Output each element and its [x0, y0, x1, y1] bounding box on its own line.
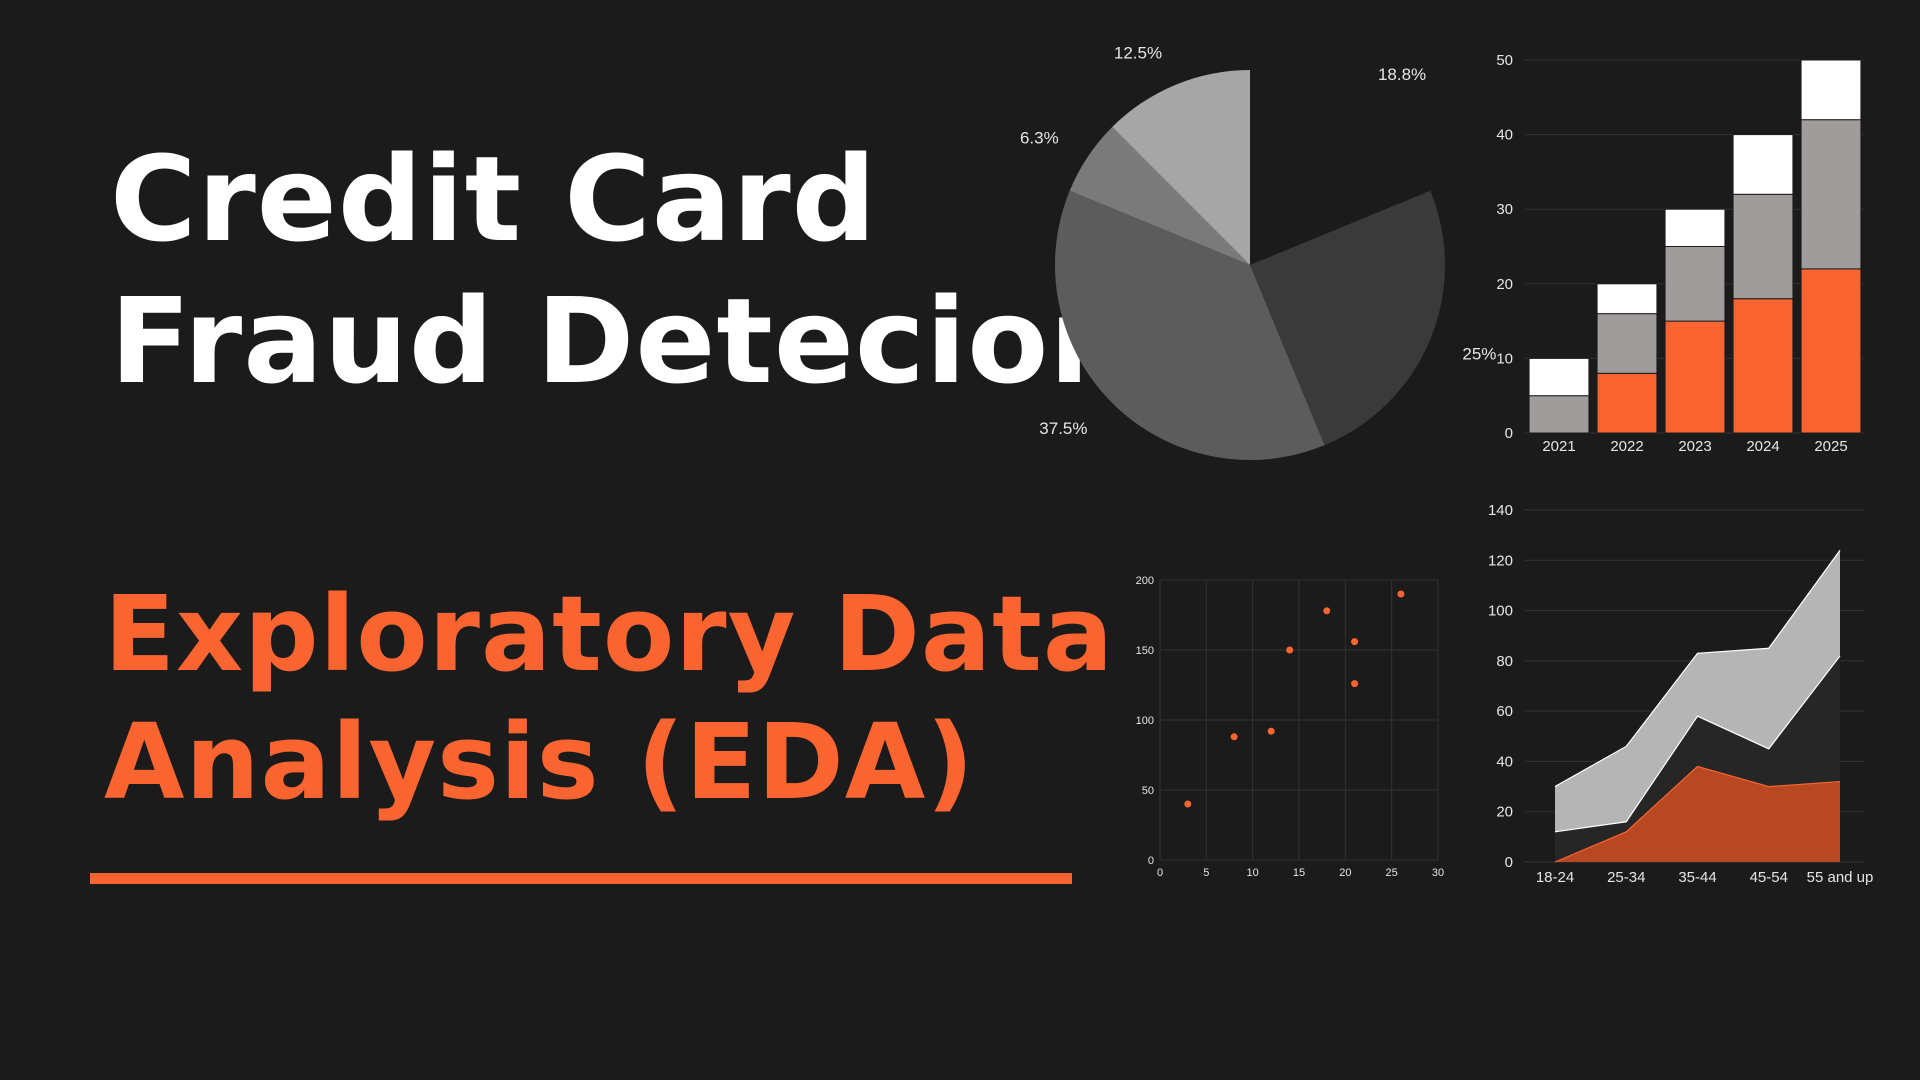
scatter-x-tick-label: 10 — [1247, 867, 1259, 879]
area-series-line — [1554, 655, 1841, 833]
scatter-point — [1230, 733, 1238, 741]
scatter-x-tick-label: 5 — [1203, 867, 1209, 879]
bar-x-tick-label: 2024 — [1746, 438, 1779, 455]
scatter-x-tick-label: 25 — [1386, 867, 1398, 879]
main-title: Credit Card Fraud Detecion — [110, 128, 1134, 412]
bar-y-tick-label: 20 — [1496, 276, 1513, 293]
bar-segment — [1596, 313, 1658, 374]
bar-y-tick-label: 30 — [1496, 201, 1513, 218]
bar-y-tick-label: 50 — [1496, 52, 1513, 69]
title-line-1: Credit Card — [110, 130, 878, 268]
scatter-point — [1267, 727, 1275, 735]
area-y-tick-label: 20 — [1496, 804, 1513, 821]
scatter-point — [1397, 590, 1405, 598]
pie-slice — [1069, 127, 1250, 265]
subtitle-line-1: Exploratory Data — [104, 573, 1114, 695]
bar-y-tick-label: 40 — [1496, 127, 1513, 144]
area-chart: 0 20 40 60 80 100 120 140 18-24 25-34 35-44 45-54 55… — [1488, 502, 1874, 886]
bar-segment — [1732, 193, 1794, 300]
bar-segment — [1664, 320, 1726, 434]
scatter-x-tick-label: 30 — [1432, 867, 1444, 879]
scatter-point — [1351, 638, 1359, 646]
area-y-tick-label: 100 — [1488, 603, 1513, 620]
scatter-chart: 0 50 100 150 200 0 5 10 15 20 25 30 — [1136, 575, 1444, 879]
area-y-tick-label: 40 — [1496, 753, 1513, 770]
pie-slice-label: 6.3% — [1020, 128, 1059, 147]
area-y-tick-label: 80 — [1496, 653, 1513, 670]
area-x-tick-label: 18-24 — [1536, 869, 1574, 886]
bar-y-tick-label: 0 — [1505, 425, 1513, 442]
scatter-point — [1323, 607, 1331, 615]
bar-segment — [1528, 395, 1590, 434]
scatter-y-tick-label: 150 — [1136, 645, 1154, 657]
bar-segment — [1596, 372, 1658, 434]
scatter-x-tick-label: 15 — [1293, 867, 1305, 879]
scatter-y-tick-label: 50 — [1142, 785, 1154, 797]
area-y-tick-label: 120 — [1488, 552, 1513, 569]
scatter-point — [1351, 680, 1359, 688]
accent-underline — [90, 873, 1072, 884]
pie-chart: 18.8% 25% 37.5% 6.3% 12.5% — [1020, 43, 1496, 461]
pie-slice-label: 12.5% — [1114, 43, 1162, 62]
subtitle: Exploratory Data Analysis (EDA) — [104, 570, 1114, 826]
scatter-x-tick-label: 0 — [1157, 867, 1163, 879]
bar-x-tick-label: 2025 — [1814, 438, 1847, 455]
pie-slice — [1055, 190, 1325, 461]
area-series-fill — [1555, 766, 1840, 862]
bar-segment — [1664, 246, 1726, 322]
area-x-tick-label: 35-44 — [1678, 869, 1716, 886]
scatter-y-tick-label: 200 — [1136, 575, 1154, 587]
pie-slice-label: 37.5% — [1039, 419, 1087, 438]
pie-slice-label: 18.8% — [1378, 65, 1426, 84]
pie-slice — [1250, 70, 1431, 265]
bar-segment — [1528, 357, 1590, 397]
bar-y-tick-label: 10 — [1496, 350, 1513, 367]
area-y-tick-label: 60 — [1496, 703, 1513, 720]
title-line-2: Fraud Detecion — [110, 272, 1135, 410]
bar-segment — [1732, 134, 1794, 195]
pie-slice — [1112, 70, 1250, 265]
stacked-bar-chart: 0 10 20 30 40 50 2021 2022 2023 2024 2025 — [1496, 52, 1865, 455]
subtitle-line-2: Analysis (EDA) — [104, 701, 975, 823]
bar-segment — [1732, 298, 1794, 434]
area-y-tick-label: 0 — [1505, 854, 1513, 871]
pie-slice-label: 25% — [1462, 344, 1496, 363]
bar-segment — [1800, 119, 1862, 270]
bar-x-tick-label: 2021 — [1542, 438, 1575, 455]
bar-x-tick-label: 2023 — [1678, 438, 1711, 455]
area-series-line — [1554, 765, 1841, 863]
area-y-tick-label: 140 — [1488, 502, 1513, 519]
area-x-tick-label: 55 and up — [1807, 869, 1874, 886]
bar-x-tick-label: 2022 — [1610, 438, 1643, 455]
bar-segment — [1800, 268, 1862, 434]
area-x-tick-label: 45-54 — [1750, 869, 1788, 886]
scatter-x-tick-label: 20 — [1339, 867, 1351, 879]
scatter-y-tick-label: 0 — [1148, 855, 1154, 867]
bar-segment — [1664, 208, 1726, 247]
scatter-point — [1286, 646, 1294, 654]
area-x-tick-label: 25-34 — [1607, 869, 1645, 886]
scatter-y-tick-label: 100 — [1136, 715, 1154, 727]
bar-segment — [1800, 59, 1862, 121]
pie-slice — [1250, 190, 1445, 446]
area-series-line — [1554, 549, 1841, 788]
scatter-point — [1184, 800, 1192, 808]
bar-segment — [1596, 283, 1658, 315]
